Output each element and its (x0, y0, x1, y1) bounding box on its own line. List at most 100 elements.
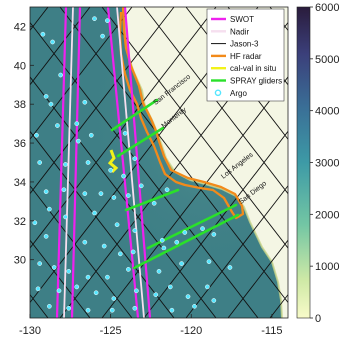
argo-float-marker (132, 305, 138, 311)
y-axis: 30 32 34 36 38 40 42 (14, 21, 34, 267)
argo-float-marker (105, 274, 110, 280)
argo-float-marker (66, 269, 72, 274)
argo-float-marker (114, 222, 120, 228)
argo-float-marker (63, 162, 68, 167)
argo-float-marker (40, 31, 46, 37)
legend-label: cal-val in situ (230, 64, 276, 73)
argo-float-marker (61, 187, 67, 193)
y-tick-label: 38 (14, 99, 26, 111)
argo-float-marker (50, 39, 55, 45)
argo-float-marker (48, 101, 54, 107)
swot-swaths (55, 7, 152, 318)
colorbar-gradient (296, 6, 311, 319)
argo-float-marker (159, 237, 165, 243)
legend-label: Nadir (230, 27, 249, 36)
argo-float-marker (151, 200, 157, 206)
argo-float-marker (117, 251, 123, 257)
x-tick-label: -125 (100, 325, 122, 337)
argo-float-marker (126, 267, 131, 272)
argo-float-marker (85, 160, 91, 165)
legend-argo-symbol (214, 89, 222, 97)
argo-float-marker (211, 298, 217, 303)
legend-label: Argo (230, 89, 247, 98)
colorbar-tick-label: 5000 (315, 54, 339, 66)
argo-float-marker (122, 130, 128, 136)
hf-radar-coverage (118, 7, 245, 220)
argo-float-marker (153, 292, 159, 298)
argo-float-marker (37, 160, 43, 165)
legend-label: SWOT (230, 15, 254, 24)
argo-float-marker (92, 210, 97, 216)
argo-float-marker (109, 307, 115, 313)
argo-float-marker (192, 303, 197, 309)
argo-float-marker (206, 259, 212, 264)
cal-val-in-situ (107, 149, 119, 174)
argo-float-marker (32, 220, 38, 226)
argo-float-marker (35, 286, 41, 292)
argo-float-marker (111, 195, 117, 200)
argo-float-marker (58, 72, 63, 78)
argo-float-marker (185, 294, 191, 299)
x-tick-label: -115 (261, 325, 282, 337)
argo-float-marker (88, 132, 94, 138)
argo-float-marker (121, 173, 126, 179)
colorbar-tick-label: 4000 (315, 106, 339, 118)
argo-float-marker (205, 284, 210, 290)
colorbar-tick-label: 6000 (315, 2, 339, 14)
argo-float-marker (211, 232, 217, 237)
legend-label: SPRAY gliders (230, 77, 282, 86)
argo-float-marker (132, 156, 138, 161)
legend-label: HF radar (230, 52, 262, 61)
argo-float-marker (126, 193, 131, 198)
legend: SWOT Nadir Jason-3 HF radar cal-val in situ S… (206, 8, 285, 102)
argo-float-marker (164, 187, 170, 193)
colorbar-tick-label: 2000 (315, 209, 339, 221)
argo-float-marker (74, 121, 80, 126)
y-tick-label: 30 (14, 255, 26, 267)
argo-float-marker (82, 99, 88, 105)
argo-float-marker (100, 33, 105, 39)
argo-float-marker (108, 167, 113, 173)
argo-float-marker (37, 261, 43, 266)
argo-float-marker (93, 290, 99, 296)
argo-float-marker (43, 189, 49, 195)
argo-float-marker (34, 132, 39, 138)
argo-float-marker (156, 269, 162, 274)
y-tick-label: 42 (14, 21, 26, 33)
argo-float-marker (47, 206, 52, 212)
argo-float-marker (74, 284, 80, 290)
y-tick-label: 36 (14, 138, 26, 150)
argo-float-marker (161, 245, 167, 251)
x-tick-label: -120 (180, 325, 202, 337)
argo-float-marker (47, 303, 52, 309)
argo-float-marker (227, 265, 233, 270)
map-frame (29, 6, 289, 319)
legend-label: Jason-3 (230, 40, 259, 49)
y-tick-label: 32 (14, 216, 26, 228)
argo-float-marker (85, 307, 91, 313)
argo-float-marker (43, 234, 49, 239)
argo-float-marker (200, 226, 205, 231)
colorbar-tick-label: 1000 (315, 261, 339, 273)
argo-float-marker (101, 243, 107, 249)
argo-float-marker (134, 288, 139, 294)
argo-float-marker (56, 288, 62, 294)
y-tick-label: 40 (14, 60, 26, 72)
argo-float-marker (51, 265, 57, 270)
argo-float-marker (105, 18, 110, 23)
colorbar-tick-label: 3000 (315, 158, 339, 170)
argo-float-marker (63, 214, 68, 220)
argo-floats (32, 16, 233, 313)
x-axis: -130 -125 -120 -115 (19, 314, 282, 337)
argo-float-marker (174, 239, 180, 245)
argo-float-marker (111, 296, 117, 301)
argo-float-marker (82, 191, 88, 196)
argo-float-marker (179, 261, 184, 266)
argo-float-marker (167, 284, 173, 290)
argo-float-marker (85, 274, 91, 280)
argo-float-marker (43, 94, 49, 99)
argo-float-marker (132, 228, 138, 233)
argo-float-marker (92, 16, 97, 22)
argo-float-marker (169, 307, 175, 313)
